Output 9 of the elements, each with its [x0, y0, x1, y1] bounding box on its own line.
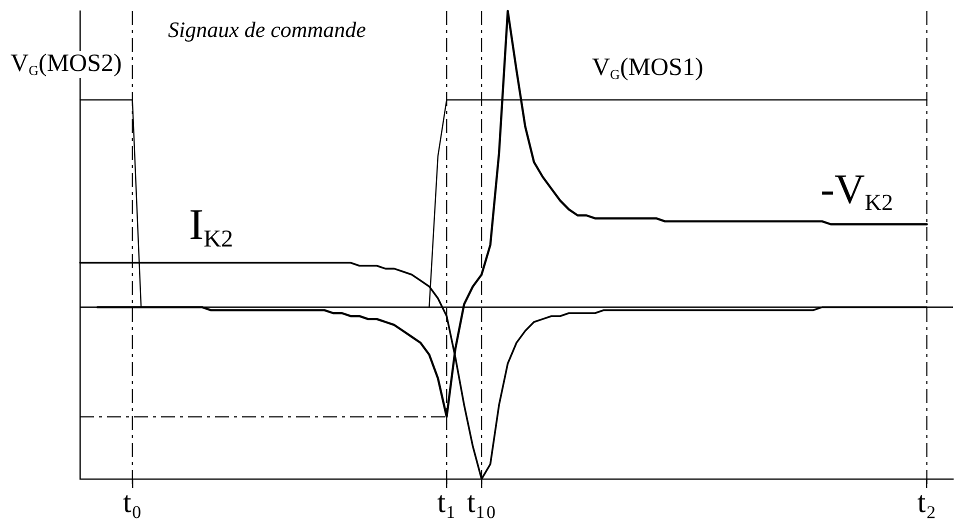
x-tick-label: t₀	[122, 486, 142, 519]
x-tick-label: t₁₀	[466, 486, 496, 519]
series-label: V$_{G}$(MOS2)	[10, 50, 122, 78]
series-label: I$_{K2}$	[188, 200, 234, 252]
series-label: V$_{G}$(MOS1)	[592, 54, 704, 82]
series-label: -V$_{K2}$	[820, 167, 894, 216]
x-tick-label: t₂	[917, 486, 936, 519]
chart-title: Signaux de commande	[168, 17, 366, 42]
x-tick-label: t₁	[437, 486, 456, 519]
